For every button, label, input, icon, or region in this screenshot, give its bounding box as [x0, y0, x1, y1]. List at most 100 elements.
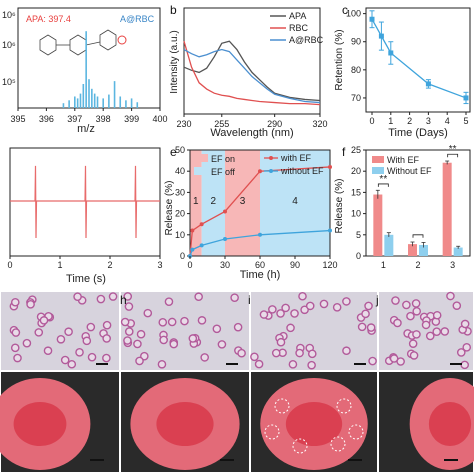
panel-e-point-with-ef: [199, 222, 204, 227]
red-blood-cell: [180, 316, 189, 326]
red-blood-cell: [460, 319, 470, 329]
panel-c-xticks: 0 1 2 3 4 5: [369, 112, 469, 126]
red-blood-cell: [460, 360, 470, 370]
panel-b-lines: [183, 40, 321, 106]
panel-a-annotation: APA: 397.4: [26, 14, 71, 24]
red-blood-cell: [389, 354, 399, 363]
red-blood-cell: [305, 301, 315, 311]
highlight-circle: [348, 424, 364, 440]
panel-e-xtick-label: 60: [255, 260, 265, 270]
panel-f-xtick-label: 3: [450, 260, 455, 270]
panel-f-letter: f: [342, 145, 346, 159]
panel-f-sig-bracket: [412, 234, 424, 238]
red-blood-cell: [133, 339, 142, 349]
red-blood-cell: [124, 327, 134, 336]
red-blood-cell: [432, 327, 442, 336]
panel-b-xtick-label: 255: [214, 119, 229, 129]
red-blood-cell: [281, 303, 290, 313]
panel-d-xticks: 0 1 2 3: [7, 256, 163, 270]
red-blood-cell: [200, 353, 209, 362]
rbc-center: [13, 402, 67, 446]
red-blood-cell: [34, 328, 44, 337]
panel-c: c Retention (%) 100 90 80 70 0 1 2 3 4 5 Time (D…: [334, 3, 471, 139]
panel-c-yticks: 100 90 80 70: [346, 9, 366, 103]
red-blood-cell: [75, 348, 84, 357]
panel-f-legend-label: Without EF: [387, 166, 432, 176]
red-blood-cell: [230, 293, 239, 302]
red-blood-cell: [56, 334, 66, 344]
panel-d-xtick-label: 1: [57, 260, 62, 270]
panel-a-xtick-label: 399: [124, 114, 139, 124]
rbc-center: [428, 402, 472, 446]
red-blood-cell: [342, 297, 351, 306]
panel-d-series-line: [10, 165, 160, 239]
red-blood-cell: [10, 297, 20, 307]
panel-c-point: [369, 16, 375, 22]
panel-c-ytick-label: 70: [351, 93, 361, 103]
panel-b-xtick-label: 230: [176, 119, 191, 129]
panel-e-ytick-label: 50: [175, 145, 185, 155]
panel-e-region-off: [201, 150, 225, 256]
red-blood-cell: [13, 353, 22, 363]
panel-c-series-line: [371, 18, 467, 99]
panel-j-letter: j: [375, 293, 379, 307]
panel-e-point-with-ef: [223, 209, 227, 214]
red-blood-cell: [368, 356, 377, 366]
panel-f-bar-with-ef: [442, 162, 452, 256]
panel-f-ytick-label: 15: [351, 187, 361, 197]
red-blood-cell: [259, 310, 269, 319]
panel-f-bar-with-ef: [408, 244, 417, 256]
red-blood-cell: [307, 360, 316, 370]
panel-f-legend-swatch: [372, 167, 384, 174]
red-blood-cell: [10, 343, 20, 353]
red-blood-cell: [67, 359, 77, 369]
panel-b: b Intensity (a.u.) APA RBC A@RBC 230 255 290…: [169, 3, 328, 139]
panel-d-xtick-label: 3: [157, 260, 162, 270]
panel-f-ylabel: Release (%): [334, 178, 345, 233]
panel-a-bars: [62, 31, 139, 108]
red-blood-cell: [268, 305, 277, 314]
panel-e-stage-label: 2: [211, 196, 217, 207]
blood-smear-background: [251, 292, 377, 370]
panel-e-region-on: [190, 150, 202, 256]
panel-b-xtick-label: 290: [267, 119, 282, 129]
red-blood-cell: [364, 301, 373, 311]
panel-b-series-rbc: [183, 41, 321, 106]
red-blood-cell: [102, 334, 111, 343]
panel-b-xlabel: Wavelength (nm): [210, 127, 293, 139]
panel-f-bar-with-ef: [373, 194, 383, 256]
panel-f-bar-without-ef: [453, 247, 463, 256]
panel-e-legend-marker: [269, 169, 273, 173]
red-blood-cell: [43, 346, 53, 356]
red-blood-cell: [233, 322, 243, 332]
panel-c-ytick-label: 80: [351, 65, 361, 75]
panel-e-point-with-ef: [328, 164, 332, 169]
panel-f-ytick-label: 20: [351, 166, 361, 176]
panel-e-point-without-ef: [258, 232, 262, 237]
blood-smear-row: [1, 291, 473, 370]
panel-f-sig-label: **: [449, 144, 457, 155]
red-blood-cell: [366, 323, 376, 332]
red-blood-cell: [446, 291, 455, 301]
panel-h-letter: h: [120, 293, 127, 307]
red-blood-cell: [342, 346, 351, 356]
panel-e-xtick-label: 0: [187, 260, 192, 270]
panel-a-ytick-2: 10⁶: [2, 40, 16, 50]
red-blood-cell: [123, 336, 132, 345]
panel-b-legend-label: APA: [289, 11, 306, 21]
panel-d-xlabel: Time (s): [66, 273, 106, 285]
panel-e-stage-label: 1: [193, 196, 199, 207]
panel-e-point-with-ef: [190, 228, 195, 233]
panel-e-legend: EF on EF off with EF without EF: [194, 153, 324, 177]
panel-f-xtick-label: 2: [415, 260, 420, 270]
red-blood-cell: [391, 296, 400, 305]
panel-e-ytick-label: 10: [175, 230, 185, 240]
red-blood-cell: [271, 348, 281, 358]
red-blood-cell: [412, 330, 421, 339]
red-blood-cell: [276, 337, 286, 347]
panel-e-legend-label: without EF: [280, 166, 324, 176]
red-blood-cell: [276, 309, 285, 318]
red-blood-cell: [124, 302, 134, 311]
red-blood-cell: [11, 328, 21, 337]
